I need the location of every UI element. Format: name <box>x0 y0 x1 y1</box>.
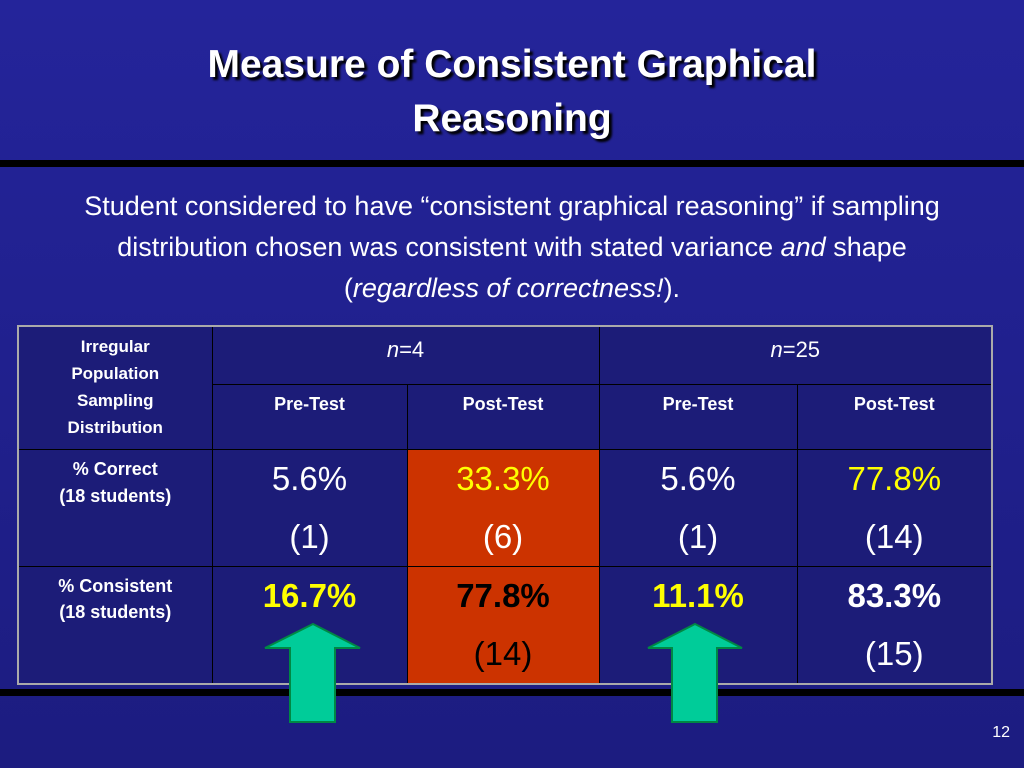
divider <box>0 160 1024 167</box>
row-header: % Correct (18 students) <box>17 448 213 567</box>
cell: 5.6% (1) <box>211 448 408 567</box>
percent: 5.6% <box>660 459 736 497</box>
corner-text: Irregular Population Sampling <box>71 337 160 410</box>
percent: 11.1% <box>652 576 744 614</box>
corner-text: Distribution <box>67 418 163 437</box>
text: shape ( <box>343 232 907 303</box>
count: (15) <box>864 634 924 672</box>
description: Student considered to have “consistent g… <box>50 186 974 309</box>
text: (18 students) <box>59 601 172 622</box>
column-header: Pre-Test <box>211 383 408 450</box>
text: and <box>780 232 826 262</box>
cell: 5.6% (1) <box>598 448 798 567</box>
cell: 77.8% (14) <box>406 565 600 684</box>
column-header: Post-Test <box>796 383 993 450</box>
page-number: 12 <box>992 724 1010 741</box>
percent: 83.3% <box>847 576 942 614</box>
group-header: n=4 <box>211 325 600 385</box>
divider <box>0 689 1024 696</box>
percent: 77.8% <box>456 576 550 614</box>
title: Measure of Consistent Graphical Reasonin… <box>0 38 1024 146</box>
percent: 33.3% <box>456 459 550 497</box>
group-header: n=25 <box>598 325 993 385</box>
text: regardless of correctness! <box>352 273 664 303</box>
cell: 33.3% (6) <box>406 448 600 567</box>
text: n <box>770 337 783 362</box>
text: (18 students) <box>59 485 172 506</box>
count: (14) <box>864 517 924 555</box>
count: (1) <box>289 517 330 555</box>
count: (1) <box>677 517 719 555</box>
percent: 77.8% <box>847 459 942 497</box>
arrow <box>647 622 743 723</box>
count: (6) <box>482 517 524 555</box>
cell: 83.3% (15) <box>796 565 993 684</box>
count: (14) <box>473 634 533 672</box>
title-text: Measure of Consistent Graphical Reasonin… <box>207 43 817 140</box>
cell: 77.8% (14) <box>796 448 993 567</box>
text: ). <box>663 273 681 303</box>
row-header: % Consistent (18 students) <box>17 565 213 684</box>
text: % Correct <box>72 458 158 479</box>
percent: 16.7% <box>262 576 357 614</box>
text: =25 <box>782 337 821 362</box>
text: Student considered to have “consistent g… <box>84 191 940 262</box>
column-header: Pre-Test <box>598 383 798 450</box>
text: =4 <box>399 337 425 362</box>
text: % Consistent <box>58 575 173 596</box>
text: n <box>386 337 400 362</box>
arrow <box>264 622 361 723</box>
column-header: Post-Test <box>406 383 600 450</box>
percent: 5.6% <box>271 459 348 497</box>
